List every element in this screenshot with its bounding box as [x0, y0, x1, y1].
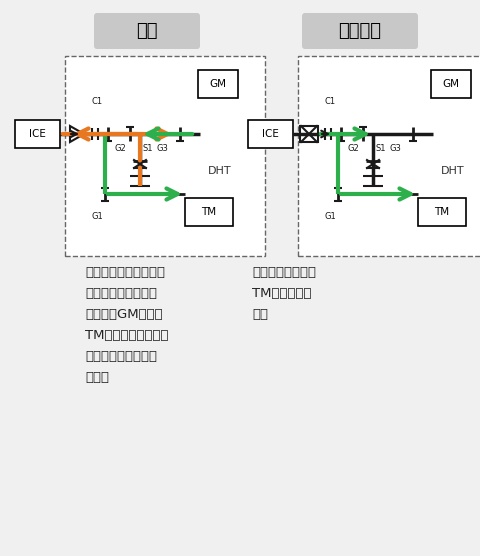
FancyBboxPatch shape [302, 13, 418, 49]
Bar [198, 70, 238, 98]
Bar [300, 126, 318, 142]
Text: GM: GM [209, 79, 227, 89]
Bar [15, 120, 60, 148]
Text: G2: G2 [114, 143, 126, 152]
Text: TM: TM [202, 207, 216, 217]
Text: S1: S1 [376, 143, 386, 152]
Text: S1: S1 [143, 143, 153, 152]
Text: G2: G2 [347, 143, 359, 152]
Text: DHT: DHT [441, 166, 465, 176]
Bar [65, 56, 265, 256]
Text: TM: TM [434, 207, 450, 217]
Text: 并联: 并联 [136, 22, 158, 40]
Text: DHT: DHT [208, 166, 232, 176]
Text: 能量回收: 能量回收 [338, 22, 382, 40]
Bar [248, 120, 293, 148]
Text: C1: C1 [324, 97, 336, 106]
Bar [298, 56, 480, 256]
Text: ICE: ICE [262, 129, 278, 139]
Bar [418, 198, 466, 226]
FancyBboxPatch shape [94, 13, 200, 49]
Text: G1: G1 [91, 211, 103, 221]
Bar [431, 70, 471, 98]
Text: C1: C1 [91, 97, 103, 106]
Bar [185, 198, 233, 226]
Text: 适用于制动工况，
TM电机能量回
收。: 适用于制动工况， TM电机能量回 收。 [252, 266, 316, 321]
Text: G3: G3 [389, 143, 401, 152]
Text: 适用于高速行驶工况，
由发动机驱动直接驱
动车轮，GM电机和
TM电机负责调节发动
机工作点和辅助驱动
车轮。: 适用于高速行驶工况， 由发动机驱动直接驱 动车轮，GM电机和 TM电机负责调节发… [85, 266, 168, 384]
Text: ICE: ICE [29, 129, 46, 139]
Text: G3: G3 [156, 143, 168, 152]
Polygon shape [70, 126, 84, 142]
Text: G1: G1 [324, 211, 336, 221]
Text: GM: GM [443, 79, 459, 89]
